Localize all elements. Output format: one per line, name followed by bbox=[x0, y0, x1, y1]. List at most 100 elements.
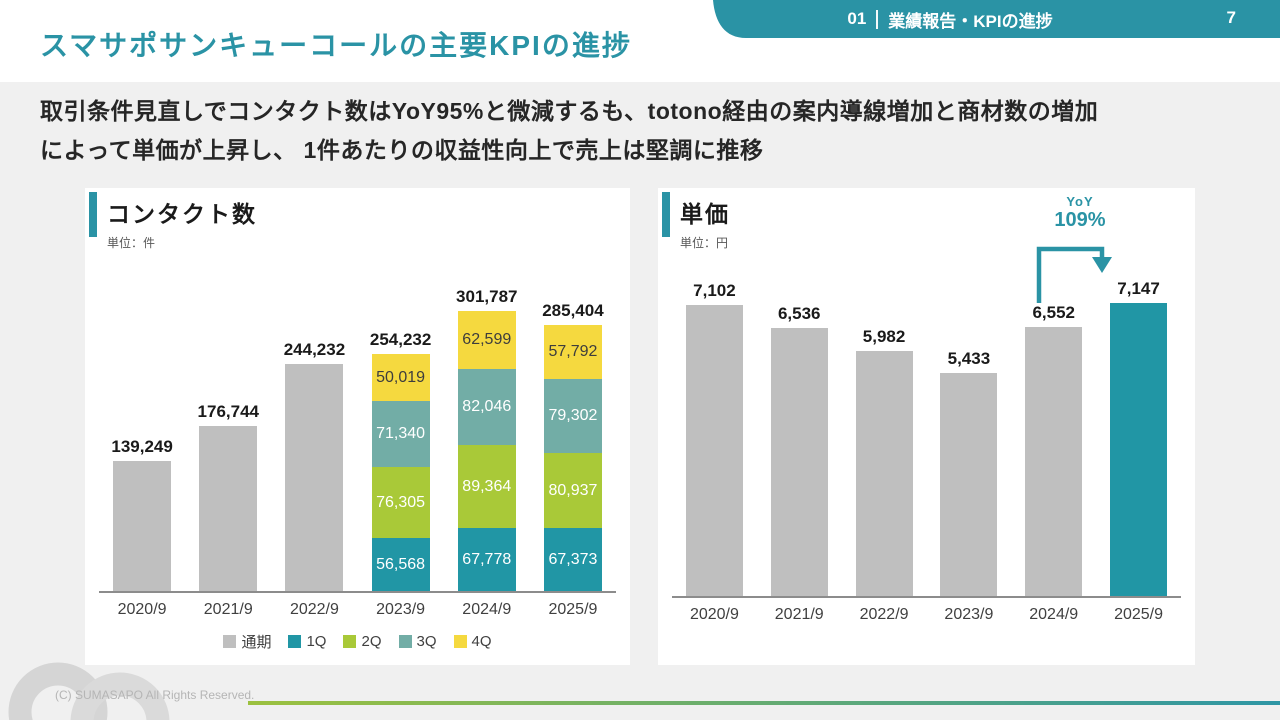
yoy-arrow-icon bbox=[1036, 246, 1112, 303]
stacked-bar: 57,792 79,302 80,937 67,373 bbox=[543, 325, 602, 591]
bar-slot: 139,249 bbox=[99, 437, 185, 591]
title-accent-bar bbox=[89, 192, 97, 237]
yoy-annotation: YoY 109% bbox=[1039, 194, 1121, 232]
contacts-unit-label: 単位：件 bbox=[107, 236, 156, 250]
bar-segment: 62,599 bbox=[457, 311, 516, 369]
bar bbox=[770, 328, 828, 596]
category-label: 2024/9 bbox=[462, 601, 512, 618]
bar-segment: 50,019 bbox=[371, 354, 430, 401]
legend-item: 1Q bbox=[288, 631, 326, 652]
bar-value-label: 6,552 bbox=[1032, 303, 1075, 322]
bar-value-label: 7,147 bbox=[1117, 279, 1160, 298]
category-label: 2025/9 bbox=[548, 601, 598, 618]
bar-slot: 285,404 57,792 79,302 80,937 67,373 bbox=[530, 301, 616, 591]
legend-label: 2Q bbox=[361, 633, 382, 650]
yoy-annotation-value: 109% bbox=[1054, 209, 1106, 231]
legend-swatch bbox=[223, 635, 237, 648]
page-number: 7 bbox=[1226, 8, 1236, 27]
unit-price-x-axis-labels: 2020/9 2021/9 2022/9 2023/9 2024/9 2025/9 bbox=[672, 606, 1181, 624]
section-tab-shape bbox=[713, 0, 1280, 38]
legend-item: 3Q bbox=[398, 631, 437, 652]
bar-value-label: 6,536 bbox=[777, 304, 821, 323]
bar-segment bbox=[199, 426, 258, 591]
unit-price-chart-title: 単価 bbox=[680, 201, 730, 227]
legend-item: 通期 bbox=[223, 631, 271, 652]
stacked-bar: 62,599 82,046 89,364 67,778 bbox=[457, 311, 516, 591]
bar-slot: 7,147 bbox=[1096, 279, 1181, 596]
stacked-bar bbox=[199, 426, 258, 591]
legend-swatch bbox=[343, 635, 357, 648]
bar-segment: 56,568 bbox=[371, 538, 430, 591]
bar-segment bbox=[940, 373, 998, 596]
bar-segment: 80,937 bbox=[543, 453, 602, 528]
category-label: 2024/9 bbox=[1029, 606, 1079, 623]
bar bbox=[1025, 327, 1083, 596]
bar-segment bbox=[1110, 303, 1168, 596]
stacked-bar bbox=[113, 461, 172, 591]
bar-total-label: 285,404 bbox=[542, 301, 604, 320]
legend-item: 4Q bbox=[453, 631, 492, 652]
category-label: 2023/9 bbox=[944, 606, 994, 623]
unit-price-unit-label: 単位：円 bbox=[680, 236, 729, 250]
yoy-annotation-label: YoY bbox=[1066, 194, 1094, 209]
contacts-plot-area: 139,249 176,744 244,232 254,232 50,019 71,340… bbox=[99, 243, 616, 593]
legend-label: 3Q bbox=[416, 633, 437, 650]
bar-segment bbox=[855, 351, 913, 596]
bar-segment: 76,305 bbox=[371, 467, 430, 538]
bar-slot: 254,232 50,019 71,340 76,305 56,568 bbox=[358, 330, 444, 591]
bar-value-label: 5,982 bbox=[862, 327, 906, 346]
legend-label: 通期 bbox=[241, 634, 272, 651]
category-label: 2020/9 bbox=[689, 606, 739, 623]
category-label: 2021/9 bbox=[774, 606, 824, 623]
bar-total-label: 254,232 bbox=[369, 330, 432, 349]
legend-label: 4Q bbox=[471, 633, 492, 650]
bar bbox=[685, 305, 743, 596]
bar-slot: 5,982 bbox=[842, 327, 927, 596]
section-number: 01 bbox=[847, 9, 867, 28]
section-tab-content: 01 業績報告・KPIの進捗 bbox=[700, 0, 1280, 38]
bar bbox=[855, 351, 913, 596]
lead-message: 取引条件見直しでコンタクト数はYoY95%と微減するも、totono経由の案内導… bbox=[40, 92, 1250, 170]
bar-slot: 301,787 62,599 82,046 89,364 67,778 bbox=[444, 287, 530, 591]
bar-segment: 82,046 bbox=[457, 369, 516, 445]
section-label: 業績報告・KPIの進捗 bbox=[888, 11, 1053, 31]
page-title: スマサポサンキューコールの主要KPIの進捗 bbox=[40, 30, 632, 61]
legend-swatch bbox=[398, 635, 412, 648]
copyright-text: (C) SUMASAPO All Rights Reserved. bbox=[55, 688, 255, 702]
lead-line-2: によって単価が上昇し、 1件あたりの収益性向上で売上は堅調に推移 bbox=[40, 137, 764, 163]
bar-segment: 89,364 bbox=[457, 445, 516, 528]
unit-price-chart-card: 単価 単位：円 YoY 109% 7,102 6,536 5,982 5,433 6,5… bbox=[658, 188, 1195, 665]
bar-segment bbox=[1025, 327, 1083, 596]
bar-total-label: 244,232 bbox=[283, 340, 346, 359]
bar-slot: 176,744 bbox=[185, 402, 271, 591]
bar-value-label: 5,433 bbox=[947, 349, 991, 368]
legend-swatch bbox=[288, 635, 302, 648]
bar-slot: 6,536 bbox=[757, 304, 842, 596]
category-label: 2023/9 bbox=[376, 601, 426, 618]
category-label: 2020/9 bbox=[117, 601, 167, 618]
category-label: 2021/9 bbox=[203, 601, 253, 618]
footer-gradient-line bbox=[248, 701, 1280, 705]
bar-segment bbox=[285, 364, 344, 591]
contacts-legend: 通期 1Q 2Q 3Q 4Q bbox=[85, 631, 630, 652]
title-accent-bar bbox=[662, 192, 670, 237]
bar-slot: 244,232 bbox=[271, 340, 357, 591]
highlighted-bar bbox=[1110, 303, 1168, 596]
bar-slot: 6,552 bbox=[1011, 303, 1096, 596]
bar-value-label: 7,102 bbox=[693, 281, 736, 300]
bar-segment: 67,373 bbox=[543, 528, 602, 591]
bar-segment: 57,792 bbox=[543, 325, 602, 379]
bar-total-label: 139,249 bbox=[111, 437, 173, 456]
bar-segment bbox=[685, 305, 743, 596]
bar-total-label: 301,787 bbox=[456, 287, 518, 306]
stacked-bar bbox=[285, 364, 344, 591]
category-label: 2025/9 bbox=[1114, 606, 1164, 623]
tab-divider bbox=[876, 9, 879, 29]
bar-segment: 79,302 bbox=[543, 379, 602, 453]
legend-item: 2Q bbox=[343, 631, 382, 652]
bar-segment: 67,778 bbox=[457, 528, 516, 591]
bar-total-label: 176,744 bbox=[197, 402, 259, 421]
bar-segment bbox=[770, 328, 828, 596]
lead-line-1: 取引条件見直しでコンタクト数はYoY95%と微減するも、totono経由の案内導… bbox=[40, 98, 1099, 124]
